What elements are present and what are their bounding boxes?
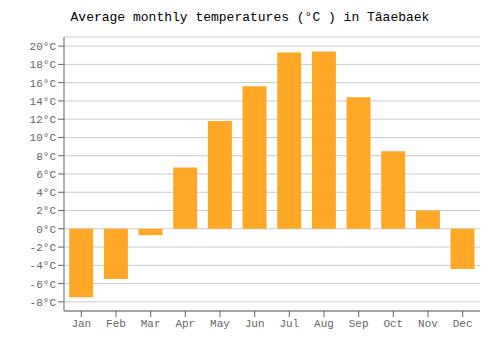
svg-text:8°C: 8°C (36, 151, 56, 163)
svg-text:Jan: Jan (71, 318, 91, 330)
svg-text:0°C: 0°C (36, 224, 56, 236)
svg-text:4°C: 4°C (36, 187, 56, 199)
svg-text:Jun: Jun (245, 318, 265, 330)
svg-text:Mar: Mar (141, 318, 161, 330)
svg-text:Sep: Sep (349, 318, 369, 330)
svg-text:Jul: Jul (279, 318, 299, 330)
svg-text:12°C: 12°C (30, 114, 57, 126)
svg-text:Nov: Nov (418, 318, 438, 330)
svg-text:-6°C: -6°C (30, 279, 57, 291)
svg-text:-2°C: -2°C (30, 242, 57, 254)
svg-text:May: May (210, 318, 230, 330)
svg-text:2°C: 2°C (36, 205, 56, 217)
svg-text:10°C: 10°C (30, 132, 57, 144)
svg-text:16°C: 16°C (30, 78, 57, 90)
svg-text:18°C: 18°C (30, 59, 57, 71)
svg-text:-8°C: -8°C (30, 297, 57, 309)
svg-text:Dec: Dec (453, 318, 473, 330)
svg-text:20°C: 20°C (30, 41, 57, 53)
svg-text:6°C: 6°C (36, 169, 56, 181)
html-text:Average monthly temperatures (: Average monthly temperatures (°C ) in Tâ… (70, 10, 430, 25)
svg-text:-4°C: -4°C (30, 260, 57, 272)
svg-text:Apr: Apr (175, 318, 195, 330)
svg-text:Feb: Feb (106, 318, 126, 330)
svg-text:Oct: Oct (383, 318, 403, 330)
svg-text:14°C: 14°C (30, 96, 57, 108)
svg-text:Aug: Aug (314, 318, 334, 330)
